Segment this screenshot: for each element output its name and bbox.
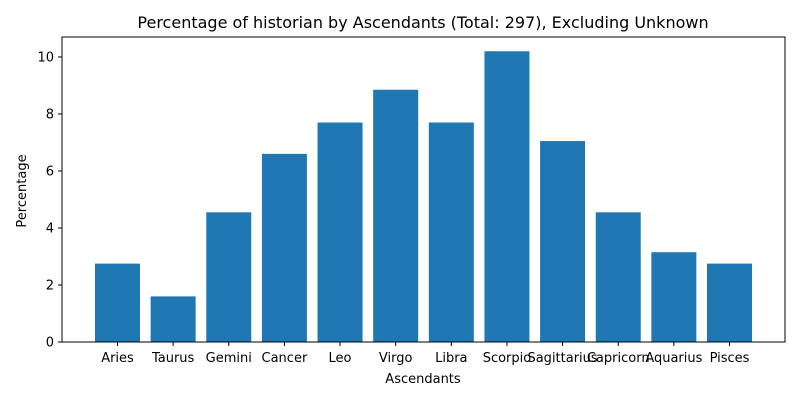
x-tick-label-libra: Libra <box>435 351 467 366</box>
bar-capricorn <box>595 212 641 342</box>
bar-gemini <box>206 212 252 342</box>
y-tick-label-0: 0 <box>46 336 54 351</box>
x-tick-label-pisces: Pisces <box>710 351 750 366</box>
y-axis-ticks: 0 2 4 6 8 10 <box>37 50 62 351</box>
x-tick-label-virgo: Virgo <box>379 351 413 366</box>
x-axis-ticks: Aries Taurus Gemini Cancer Leo Virgo Libra Scor… <box>101 342 750 366</box>
x-tick-label-cancer: Cancer <box>262 351 308 366</box>
bar-virgo <box>373 89 419 342</box>
x-tick-label-capricorn: Capricorn <box>587 351 650 366</box>
y-tick-label-2: 2 <box>46 278 54 293</box>
bar-aquarius <box>651 252 697 342</box>
bar-sagittarius <box>540 141 586 342</box>
y-axis-label: Percentage <box>15 154 30 227</box>
x-tick-label-gemini: Gemini <box>206 351 252 366</box>
x-tick-label-sagittarius: Sagittarius <box>527 351 597 366</box>
bar-aries <box>95 263 140 342</box>
x-tick-label-scorpio: Scorpio <box>483 351 532 366</box>
bars-group <box>95 51 752 343</box>
y-tick-label-6: 6 <box>46 164 54 179</box>
y-tick-label-8: 8 <box>46 107 54 122</box>
x-tick-label-aquarius: Aquarius <box>645 351 702 366</box>
x-tick-label-aries: Aries <box>101 351 134 366</box>
bar-libra <box>428 122 474 343</box>
x-tick-label-taurus: Taurus <box>151 351 195 366</box>
chart-title: Percentage of historian by Ascendants (T… <box>137 13 708 32</box>
plot-frame <box>61 36 786 343</box>
bar-scorpio <box>484 51 530 343</box>
bar-pisces <box>707 263 752 342</box>
x-axis-label: Ascendants <box>385 372 461 387</box>
y-tick-label-10: 10 <box>37 50 54 65</box>
bar-cancer <box>261 153 307 342</box>
bar-leo <box>317 122 363 343</box>
y-tick-label-4: 4 <box>46 221 54 236</box>
x-tick-label-leo: Leo <box>329 351 352 366</box>
bar-taurus <box>150 296 196 342</box>
